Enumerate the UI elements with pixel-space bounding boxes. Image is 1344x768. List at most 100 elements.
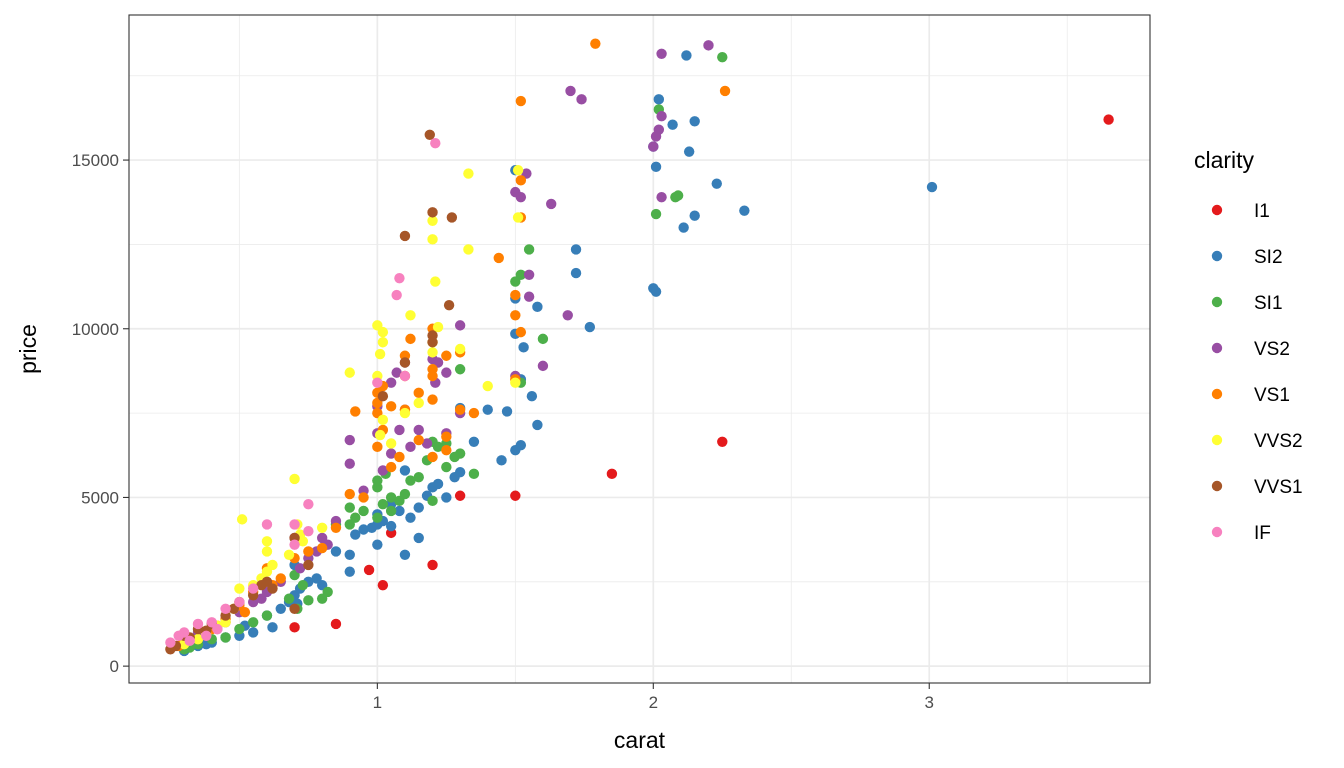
data-point bbox=[247, 627, 259, 638]
data-point bbox=[584, 321, 596, 333]
legend-label: SI2 bbox=[1254, 247, 1283, 268]
data-point bbox=[283, 549, 295, 560]
data-point bbox=[441, 367, 452, 378]
data-point bbox=[374, 348, 386, 360]
data-point bbox=[413, 532, 424, 544]
legend-label: VVS2 bbox=[1254, 431, 1303, 452]
data-point bbox=[537, 333, 549, 345]
data-point bbox=[441, 350, 452, 361]
legend-item-i1: I1 bbox=[1211, 201, 1270, 222]
data-point bbox=[515, 326, 527, 338]
data-point bbox=[441, 445, 452, 456]
data-point bbox=[405, 475, 416, 486]
data-point bbox=[681, 50, 692, 61]
data-point bbox=[493, 252, 504, 264]
data-point bbox=[432, 321, 444, 333]
data-point bbox=[192, 618, 204, 630]
data-point bbox=[173, 630, 184, 641]
data-point bbox=[421, 438, 433, 449]
data-point bbox=[413, 387, 424, 399]
data-point bbox=[427, 370, 438, 382]
data-point bbox=[670, 191, 681, 203]
data-point bbox=[256, 593, 267, 604]
data-point bbox=[247, 583, 259, 594]
legend-item-vs1: VS1 bbox=[1211, 385, 1290, 406]
legend-key bbox=[1211, 434, 1223, 446]
data-point bbox=[372, 475, 383, 486]
data-point bbox=[926, 181, 938, 193]
data-point bbox=[344, 434, 355, 446]
data-point bbox=[377, 391, 389, 402]
data-point bbox=[261, 519, 273, 530]
data-point bbox=[405, 512, 416, 523]
data-point bbox=[482, 380, 493, 392]
data-point bbox=[289, 622, 300, 633]
data-point bbox=[358, 492, 369, 503]
x-axis-title: carat bbox=[614, 727, 666, 753]
data-point bbox=[316, 522, 328, 534]
data-point bbox=[374, 429, 386, 441]
legend-items: I1 SI2 SI1 VS2 VS1 VVS2 VVS1 IF bbox=[1211, 201, 1303, 544]
data-point bbox=[413, 472, 424, 483]
data-point bbox=[523, 269, 535, 280]
data-point bbox=[275, 573, 286, 584]
data-point bbox=[523, 244, 535, 255]
x-tick-label: 3 bbox=[925, 693, 934, 712]
data-point bbox=[443, 299, 455, 311]
x-tick-label: 2 bbox=[649, 693, 658, 712]
y-tick-label: 15000 bbox=[72, 151, 119, 170]
legend-label: VVS1 bbox=[1254, 477, 1303, 498]
data-point bbox=[267, 622, 278, 633]
data-point bbox=[363, 564, 375, 576]
data-point bbox=[297, 579, 309, 591]
data-points bbox=[165, 38, 1114, 657]
data-point bbox=[449, 451, 460, 463]
data-point bbox=[399, 407, 411, 419]
data-point bbox=[427, 495, 438, 507]
series-si1 bbox=[178, 51, 728, 655]
legend-key bbox=[1211, 526, 1223, 538]
data-point bbox=[385, 520, 397, 532]
data-point bbox=[394, 424, 405, 436]
data-point bbox=[399, 549, 411, 560]
data-point bbox=[261, 610, 273, 621]
data-point bbox=[413, 434, 424, 446]
data-point bbox=[256, 579, 267, 591]
data-point bbox=[220, 603, 231, 614]
legend-key bbox=[1211, 296, 1223, 308]
data-point bbox=[510, 377, 521, 388]
data-point bbox=[454, 320, 466, 331]
data-point bbox=[289, 603, 300, 614]
data-point bbox=[261, 546, 273, 557]
data-point bbox=[350, 512, 361, 523]
data-point bbox=[399, 230, 411, 242]
legend-key bbox=[1211, 250, 1223, 262]
data-point bbox=[570, 267, 582, 279]
legend-label: VS1 bbox=[1254, 385, 1290, 406]
legend-key bbox=[1211, 204, 1223, 216]
data-point bbox=[413, 397, 424, 409]
legend-item-vs2: VS2 bbox=[1211, 339, 1290, 360]
data-point bbox=[650, 286, 662, 297]
data-point bbox=[220, 632, 231, 643]
data-point bbox=[496, 455, 507, 466]
data-point bbox=[350, 529, 361, 540]
y-tick-label: 0 bbox=[110, 657, 119, 676]
data-point bbox=[463, 244, 474, 255]
data-point bbox=[468, 468, 480, 480]
data-point bbox=[576, 94, 587, 105]
data-point bbox=[391, 367, 402, 378]
data-point bbox=[377, 498, 389, 510]
data-point bbox=[377, 326, 389, 338]
data-point bbox=[385, 438, 397, 449]
data-point bbox=[405, 310, 416, 321]
data-point bbox=[454, 404, 466, 415]
data-point bbox=[377, 337, 389, 348]
data-point bbox=[385, 461, 397, 473]
data-point bbox=[236, 514, 248, 525]
data-point bbox=[430, 138, 441, 149]
data-point bbox=[234, 583, 245, 594]
legend-label: I1 bbox=[1254, 201, 1270, 222]
data-point bbox=[650, 161, 662, 173]
data-point bbox=[372, 539, 383, 550]
